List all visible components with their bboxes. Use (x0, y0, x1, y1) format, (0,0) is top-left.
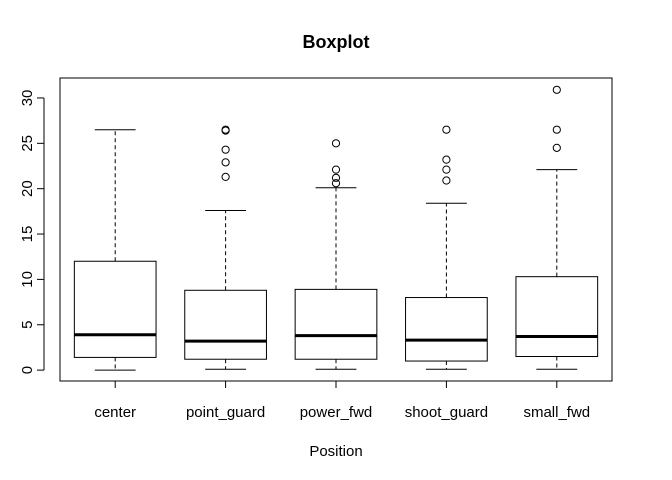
outlier-point (221, 145, 230, 154)
y-tick-label: 20 (19, 180, 36, 197)
outlier-point (221, 125, 230, 134)
box-center (73, 129, 157, 371)
x-tick-label: small_fwd (523, 404, 590, 421)
x-tick-label: point_guard (186, 404, 265, 421)
y-tick-label: 25 (19, 135, 36, 152)
box-iqr (184, 289, 267, 360)
x-axis-label: Position (309, 443, 362, 460)
box-iqr (294, 288, 378, 360)
x-tick-label: center (94, 404, 136, 421)
box-small_fwd (515, 85, 599, 370)
outlier-point (331, 165, 341, 174)
x-tick-label: shoot_guard (405, 404, 488, 421)
y-tick-label: 30 (19, 90, 36, 107)
boxes (73, 85, 599, 371)
outlier-point (552, 125, 561, 134)
y-tick-label: 15 (19, 226, 36, 243)
outlier-point (221, 158, 230, 167)
x-axis: center point_guard power_fwd shoot_guard sma… (94, 381, 590, 421)
outlier-point (442, 125, 451, 134)
outlier-point (552, 143, 561, 152)
y-tick-label: 0 (19, 366, 36, 374)
box-power_fwd (294, 139, 378, 370)
box-iqr (73, 260, 157, 358)
box-iqr (515, 276, 599, 358)
outlier-point (442, 155, 451, 164)
x-tick-label: power_fwd (300, 404, 373, 421)
outlier-point (331, 173, 341, 182)
box-shoot_guard (405, 125, 488, 370)
chart-title: Boxplot (303, 32, 370, 52)
outlier-point (442, 165, 451, 174)
y-tick-label: 5 (19, 321, 36, 329)
outlier-point (331, 179, 341, 188)
box-iqr (405, 297, 488, 362)
y-tick-label: 10 (19, 271, 36, 288)
outlier-point (442, 176, 451, 185)
y-axis: 0 5 10 15 20 25 30 (19, 90, 45, 374)
outlier-point (331, 139, 341, 148)
outlier-point (552, 85, 561, 94)
box-point_guard (184, 125, 267, 370)
outlier-point (221, 172, 230, 181)
